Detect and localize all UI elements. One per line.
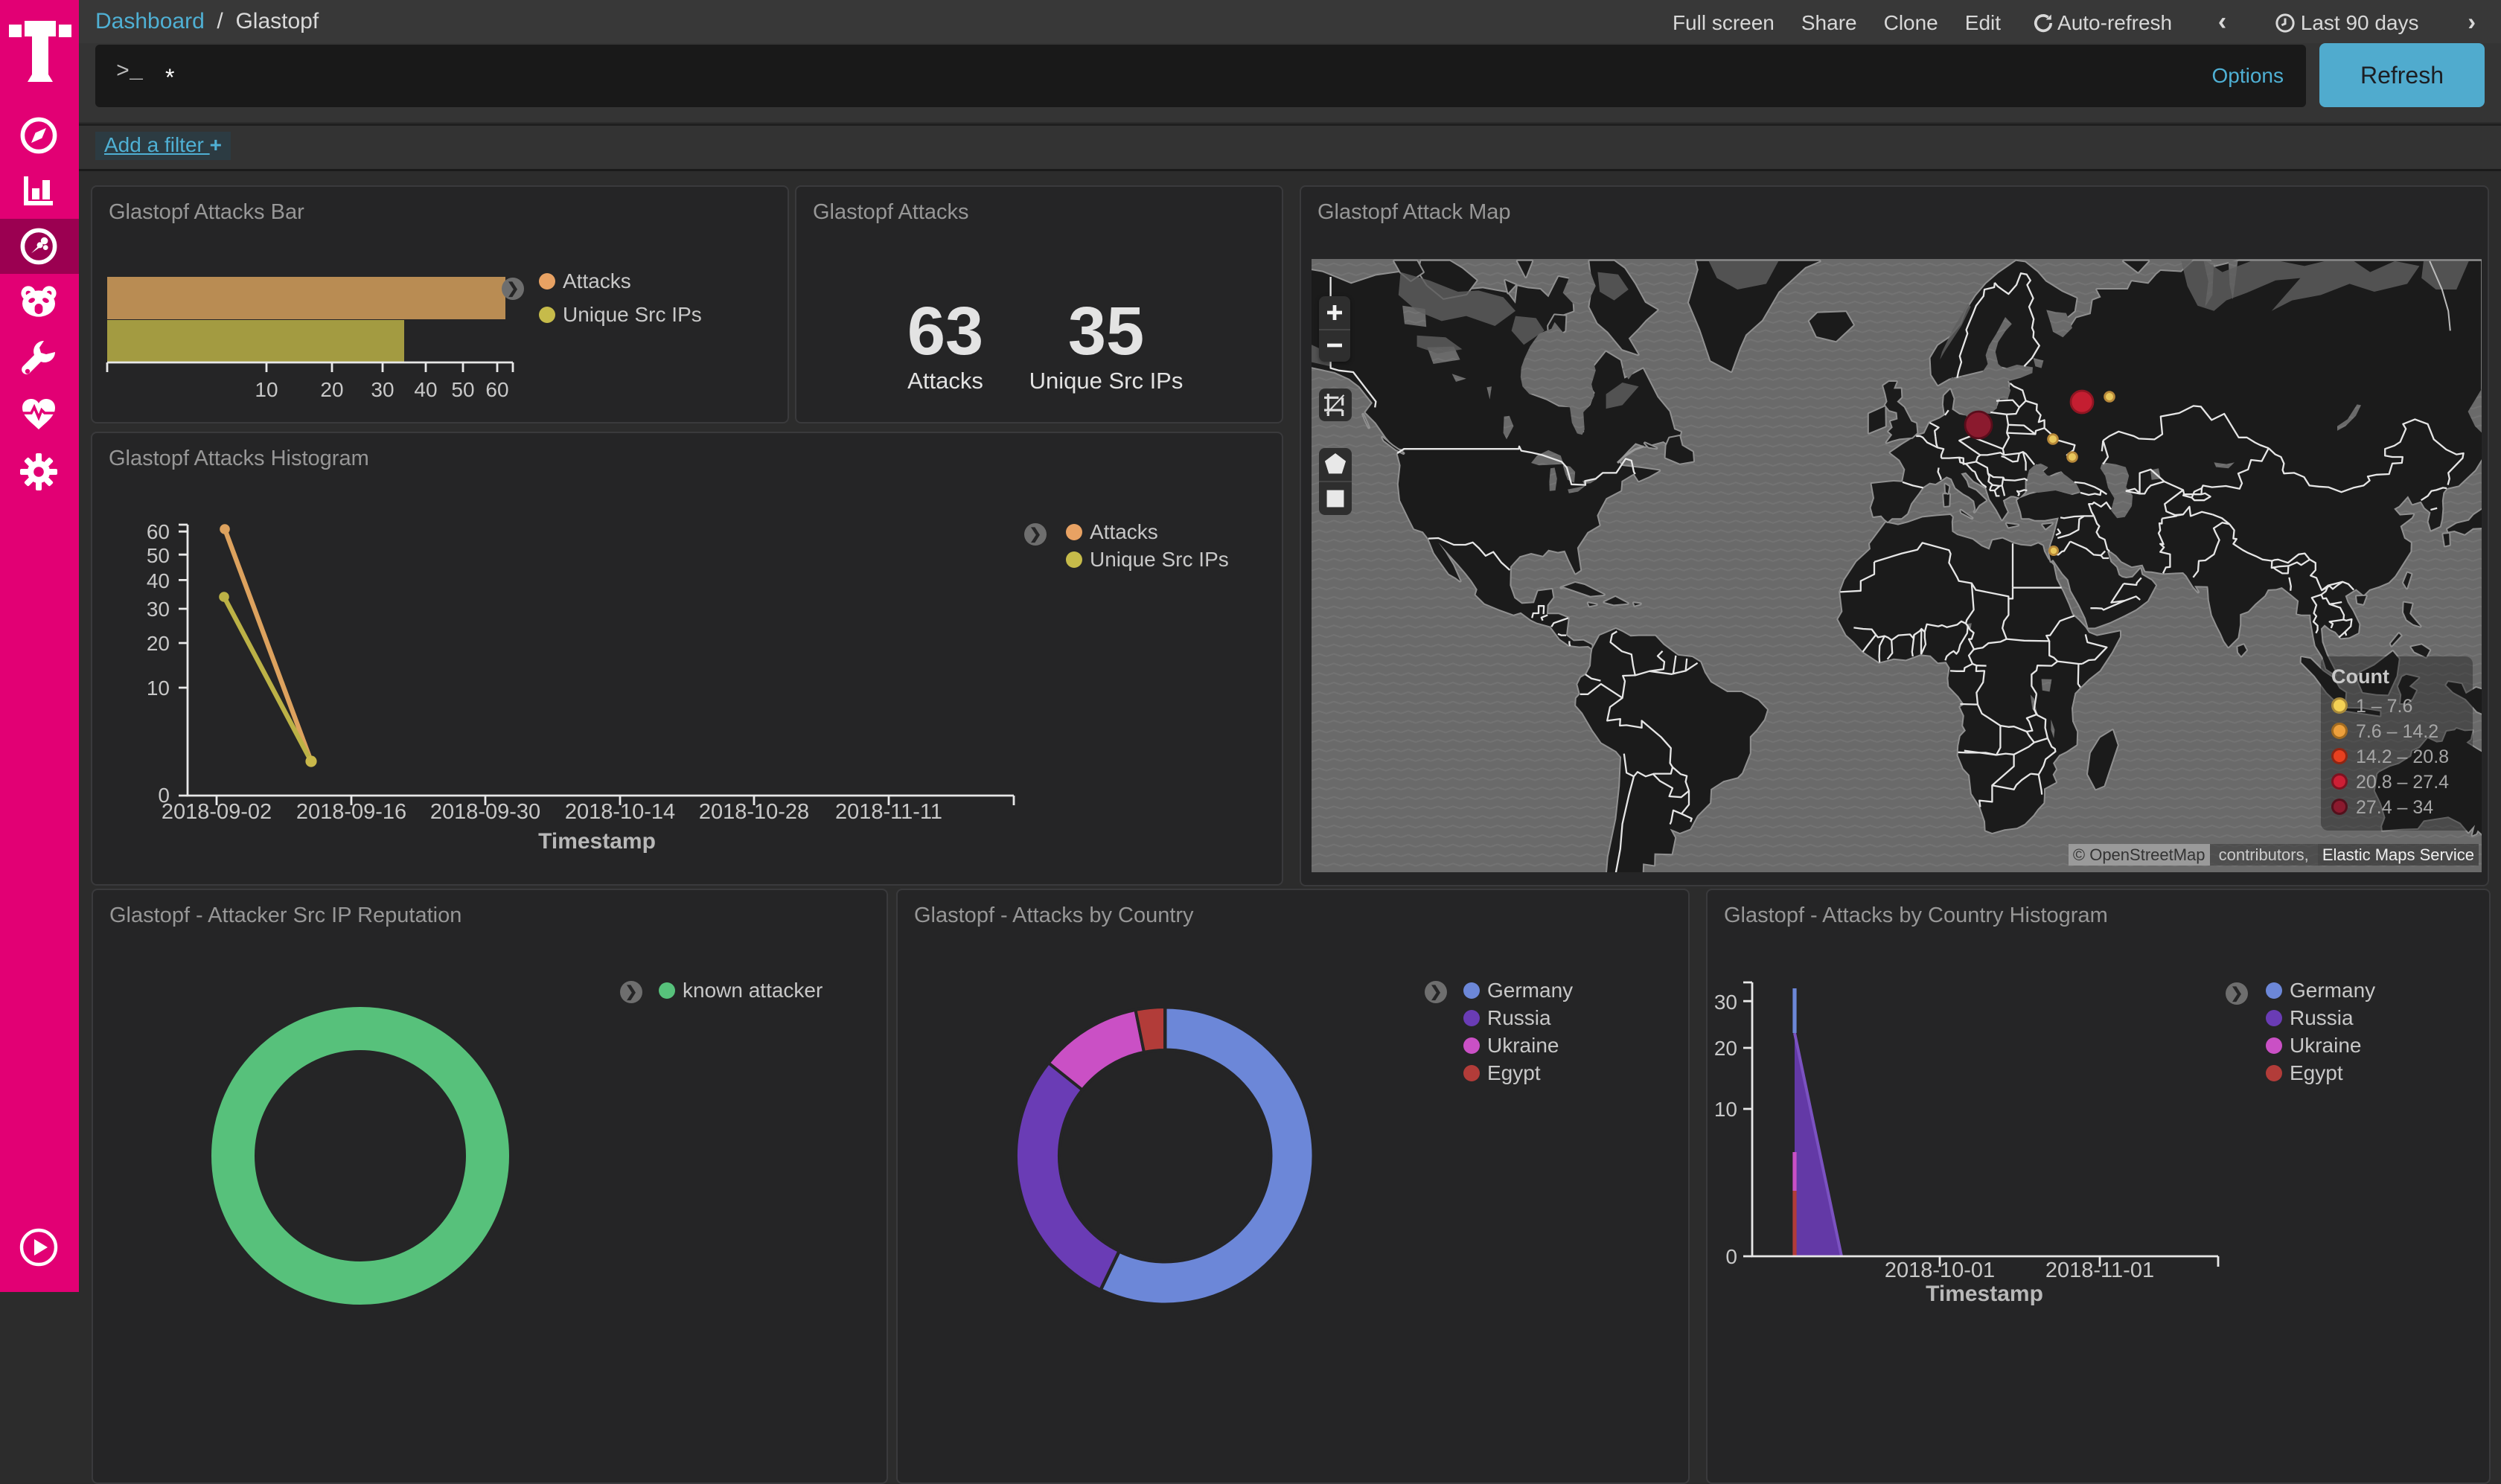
svg-text:30: 30 [147, 598, 170, 621]
svg-text:2018-10-28: 2018-10-28 [699, 800, 809, 824]
svg-text:40: 40 [147, 569, 170, 592]
svg-text:2018-11-01: 2018-11-01 [2045, 1258, 2154, 1282]
svg-text:20: 20 [147, 632, 170, 655]
svg-text:60: 60 [485, 378, 508, 401]
svg-text:60: 60 [147, 520, 170, 543]
svg-text:0: 0 [1725, 1245, 1737, 1268]
svg-text:Timestamp: Timestamp [1926, 1282, 2043, 1306]
svg-text:40: 40 [414, 378, 437, 401]
svg-text:2018-09-30: 2018-09-30 [430, 800, 540, 824]
svg-text:20: 20 [320, 378, 343, 401]
svg-text:2018-09-16: 2018-09-16 [296, 800, 406, 824]
svg-text:20: 20 [1714, 1037, 1737, 1060]
svg-text:10: 10 [255, 378, 278, 401]
svg-text:2018-10-14: 2018-10-14 [565, 800, 675, 824]
svg-text:10: 10 [1714, 1098, 1737, 1121]
svg-text:2018-11-11: 2018-11-11 [835, 800, 942, 824]
svg-text:50: 50 [451, 378, 474, 401]
svg-text:30: 30 [371, 378, 394, 401]
svg-text:2018-10-01: 2018-10-01 [1885, 1258, 1995, 1282]
svg-text:2018-09-02: 2018-09-02 [162, 800, 272, 824]
svg-text:Timestamp: Timestamp [538, 829, 656, 854]
svg-text:50: 50 [147, 544, 170, 567]
svg-text:0: 0 [158, 784, 170, 807]
svg-text:30: 30 [1714, 991, 1737, 1014]
svg-text:10: 10 [147, 677, 170, 700]
